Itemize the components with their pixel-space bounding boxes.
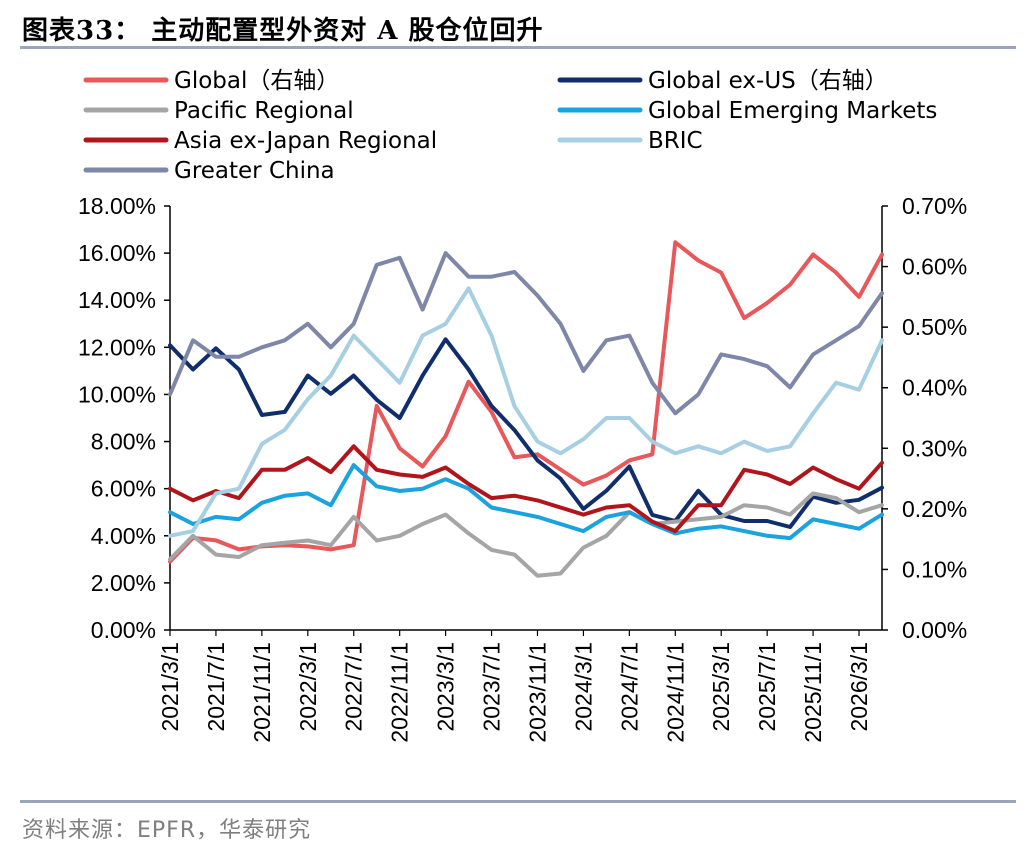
x-tick-label: 2024/7/1 [616,642,642,732]
right-tick-label: 0.40% [902,375,967,401]
series-line [168,337,884,529]
chart-title: 图表33： 主动配置型外资对 A 股仓位回升 [22,16,544,46]
x-tick-label: 2023/7/1 [479,642,505,732]
x-tick-label: 2021/7/1 [203,642,229,732]
x-tick-label: 2025/7/1 [754,642,780,732]
x-tick-label: 2023/3/1 [433,642,459,732]
axes: 0.00% 2.00% 4.00% 6.00% 8.00% 10.00% 12.00% 14.… [78,193,967,743]
series-line [168,240,884,564]
left-tick-label: 18.00% [78,193,156,219]
x-tick-label: 2022/11/1 [387,642,413,743]
left-tick-label: 0.00% [91,617,156,643]
legend-label: BRIC [648,128,703,154]
x-tick-label: 2024/3/1 [570,642,596,732]
bottom-rule [20,800,1016,803]
x-tick-label: 2024/11/1 [662,642,688,743]
x-tick-label: 2023/11/1 [524,642,550,743]
right-tick-label: 0.60% [902,254,967,280]
legend: Global（右轴） Global ex-US（右轴） Pacific Region… [83,68,937,184]
left-tick-label: 16.00% [78,240,156,266]
right-tick-label: 0.50% [902,314,967,340]
x-tick-label: 2021/11/1 [249,642,275,743]
legend-label: Greater China [174,158,335,184]
x-tick-label: 2021/3/1 [157,642,183,732]
left-tick-label: 2.00% [91,570,156,596]
x-tick-label: 2025/11/1 [800,642,826,743]
series-line [168,463,884,541]
right-tick-label: 0.30% [902,435,967,461]
x-tick-label: 2026/3/1 [846,642,872,732]
left-tick-label: 6.00% [91,476,156,502]
left-tick-label: 10.00% [78,381,156,407]
series-line [168,286,884,538]
right-tick-label: 0.00% [902,617,967,643]
series-line [168,251,884,416]
legend-label: Global（右轴） [174,68,339,94]
legend-label: Global Emerging Markets [648,98,937,124]
series-lines [168,240,884,578]
left-tick-label: 12.00% [78,334,156,360]
left-tick-label: 4.00% [91,523,156,549]
legend-label: Pacific Regional [174,98,354,124]
left-tick-label: 14.00% [78,287,156,313]
series-line [168,491,884,578]
right-tick-label: 0.70% [902,193,967,219]
left-tick-label: 8.00% [91,429,156,455]
right-tick-label: 0.10% [902,556,967,582]
source-note: 资料来源：EPFR，华泰研究 [22,818,312,843]
series-line [168,444,884,534]
legend-label: Global ex-US（右轴） [648,68,888,94]
top-rule [20,46,1016,49]
x-tick-label: 2022/3/1 [295,642,321,732]
x-tick-label: 2022/7/1 [341,642,367,732]
legend-label: Asia ex-Japan Regional [174,128,437,154]
x-tick-label: 2025/3/1 [708,642,734,732]
right-tick-label: 0.20% [902,496,967,522]
